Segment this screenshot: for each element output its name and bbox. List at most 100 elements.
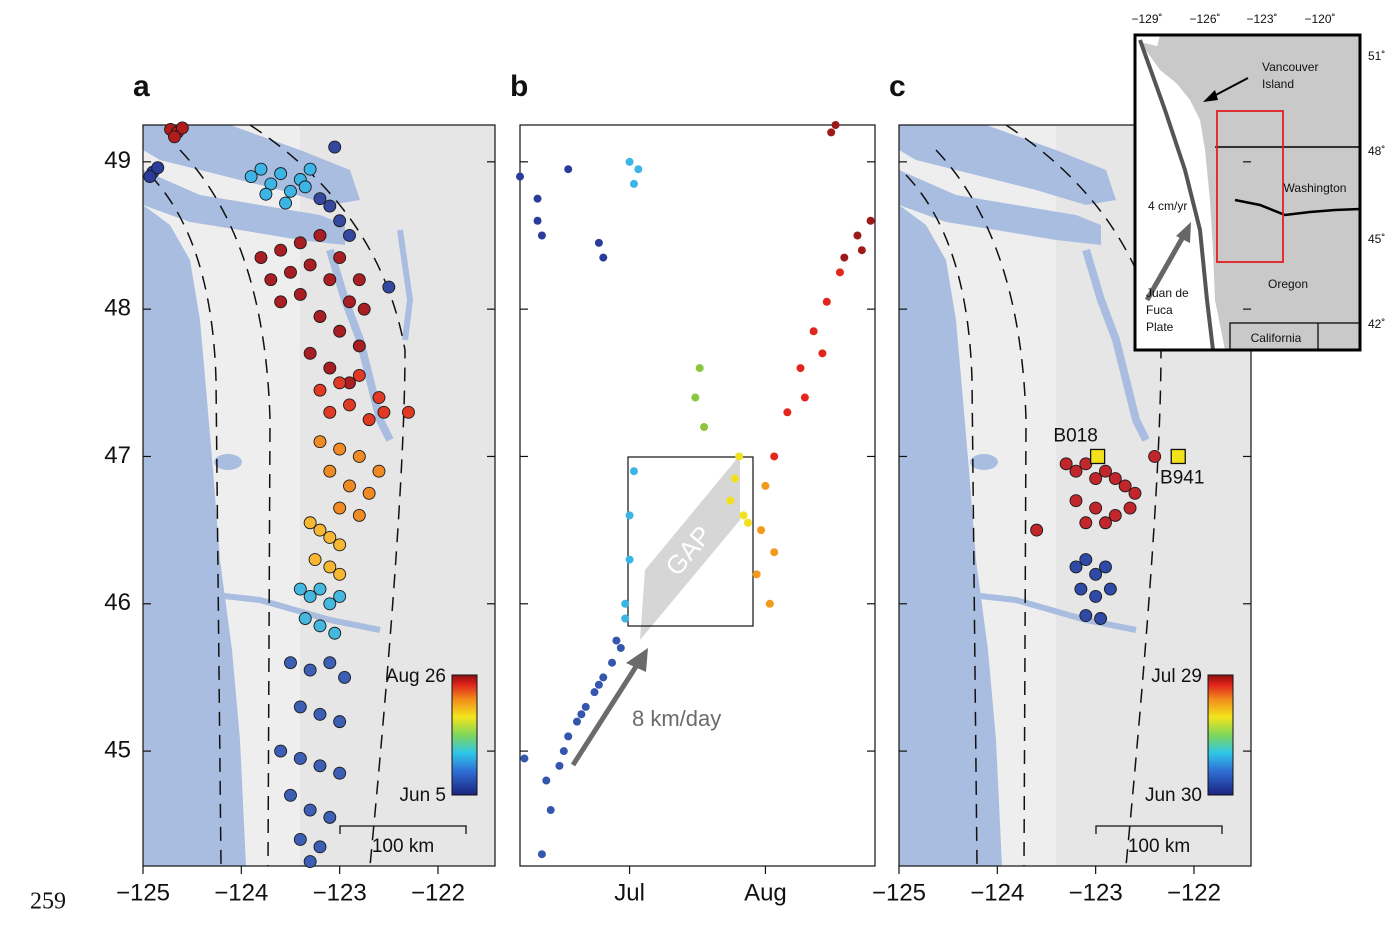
point: [822, 297, 831, 306]
point: [1108, 472, 1122, 486]
point: [323, 656, 337, 670]
point: [343, 479, 356, 493]
point: [333, 567, 347, 581]
colorbar-label: Jun 5: [400, 785, 446, 806]
point: [313, 435, 327, 449]
point: [1079, 553, 1093, 567]
point: [599, 253, 608, 262]
point: [274, 744, 288, 758]
panel-label: b: [510, 70, 528, 103]
inset-label: Island: [1262, 77, 1294, 91]
colorbar: [1207, 674, 1234, 796]
point: [695, 364, 704, 373]
y-tick-label: 47: [104, 442, 131, 469]
inset-tick-label: −120˚: [1304, 12, 1335, 26]
point: [303, 589, 317, 603]
point: [313, 759, 327, 773]
point: [1108, 508, 1122, 522]
point: [402, 405, 415, 419]
point: [634, 165, 643, 174]
point: [323, 464, 337, 478]
point: [827, 128, 836, 137]
point: [333, 501, 347, 515]
point: [338, 670, 352, 684]
point: [594, 680, 603, 689]
point: [1089, 589, 1103, 603]
point: [352, 368, 366, 382]
point: [537, 231, 546, 240]
gap-box: [627, 456, 754, 627]
point: [284, 184, 297, 198]
point: [303, 346, 317, 360]
y-tick-label: 49: [104, 147, 131, 174]
point: [735, 452, 744, 461]
point: [1069, 494, 1083, 508]
point: [323, 199, 337, 213]
inset-tick-label: 45˚: [1368, 232, 1385, 246]
point: [293, 700, 307, 714]
point: [377, 405, 391, 419]
inset-tick-label: 48˚: [1368, 144, 1385, 158]
gap-band: [640, 455, 740, 640]
point: [313, 707, 327, 721]
point: [1094, 612, 1108, 625]
point: [625, 511, 634, 520]
point: [151, 161, 165, 175]
point: [577, 710, 586, 719]
inset-label: 4 cm/yr: [1148, 199, 1187, 213]
point: [1099, 560, 1112, 574]
point: [1069, 560, 1083, 574]
point: [298, 612, 312, 625]
point: [313, 840, 327, 854]
point: [700, 422, 709, 431]
point: [572, 717, 581, 726]
page-number: 259: [30, 889, 66, 915]
inset-tick-label: 42˚: [1368, 317, 1385, 331]
point: [323, 361, 337, 375]
point: [765, 599, 774, 608]
point: [352, 339, 366, 353]
point: [853, 231, 862, 240]
point: [293, 287, 307, 301]
x-tick-label: −123: [313, 879, 367, 906]
inset-label: Fuca: [1146, 303, 1173, 317]
station: [1170, 448, 1186, 465]
point: [564, 165, 573, 174]
x-tick-label: −124: [970, 879, 1024, 906]
point: [352, 450, 366, 463]
point: [333, 766, 347, 780]
point: [831, 121, 840, 129]
panel-label: a: [133, 70, 150, 103]
point: [1074, 582, 1088, 596]
point: [866, 216, 875, 225]
y-tick-label: 46: [104, 589, 131, 616]
point: [333, 715, 347, 729]
point: [730, 474, 739, 483]
point: [284, 656, 297, 670]
point: [264, 177, 278, 191]
point: [303, 803, 317, 817]
point: [1118, 479, 1132, 493]
point: [739, 511, 748, 520]
point: [274, 167, 288, 181]
point: [293, 752, 307, 765]
inset-label: Plate: [1146, 320, 1174, 334]
point: [809, 327, 818, 336]
point: [382, 280, 396, 294]
point: [629, 467, 638, 476]
point: [835, 268, 844, 277]
point: [625, 157, 634, 166]
point: [542, 776, 551, 785]
point: [333, 251, 347, 265]
point: [313, 582, 327, 596]
point: [1079, 609, 1093, 623]
point: [303, 663, 317, 677]
point: [323, 273, 337, 287]
point: [594, 238, 603, 247]
point: [343, 398, 356, 412]
point: [168, 130, 181, 144]
point: [362, 486, 376, 500]
point: [333, 214, 347, 228]
point: [313, 310, 327, 323]
point: [1099, 464, 1112, 478]
